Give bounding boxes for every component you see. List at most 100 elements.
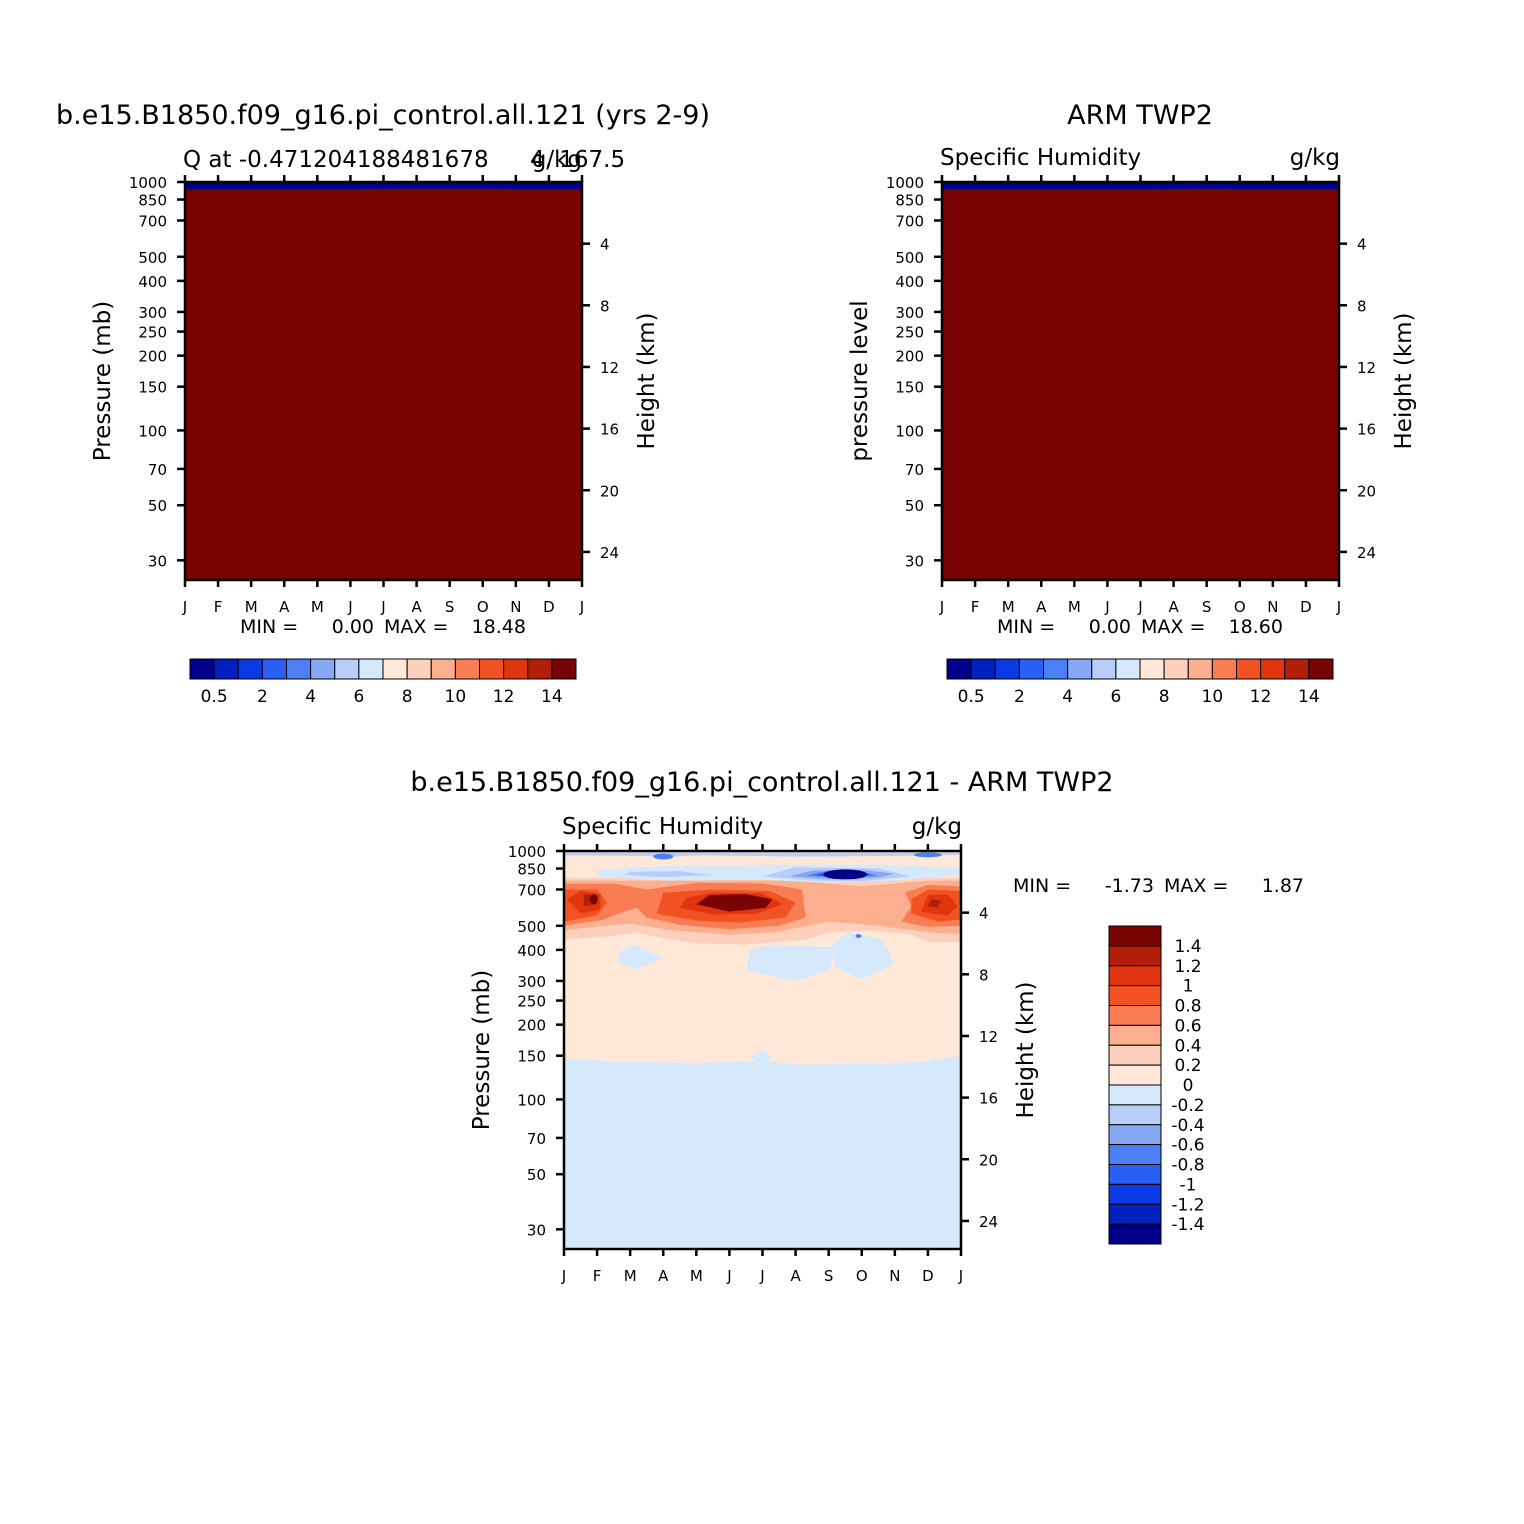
y2-tick-label: 12 [1357,359,1376,377]
y2-tick-label: 20 [600,482,619,500]
min-label: MIN = [997,616,1055,638]
colorbar-swatch [1108,1005,1162,1026]
y-tick-label: 250 [517,993,546,1011]
y2-tick-label: 20 [1357,482,1376,500]
colorbar-swatch [1163,658,1189,680]
colorbar-swatch [1284,658,1310,680]
colorbar: 0.5 2 4 6 8 10 12 14 [946,658,1334,707]
colorbar-swatch [1108,1164,1162,1185]
x-tick-label: N [889,1267,900,1285]
y-tick-label: 500 [895,249,924,267]
y2-tick-label: 16 [979,1090,998,1108]
y2-tick-label: 24 [979,1213,998,1231]
colorbar-swatch [1139,658,1165,680]
max-value: 1.87 [1262,875,1304,897]
contour-field [185,182,582,580]
colorbar-label: 6 [353,687,364,707]
axes: J F M A M J J A S O N D J 30 50 70 100 150 200 250 300 400 500… [508,843,998,1285]
colorbar-swatch [503,658,529,680]
min-label: MIN = [1013,875,1071,897]
y-tick-label: 150 [138,379,167,397]
diff-region-neg [823,869,868,880]
x-tick-label: M [245,598,258,616]
stats-line: MIN = 0.00 MAX = 18.48 [240,616,526,638]
y-tick-label: 700 [895,212,924,230]
colorbar-swatch [970,658,996,680]
colorbar-label: -0.6 [1171,1136,1204,1156]
min-value: 0.00 [1089,616,1131,638]
x-tick-label: J [1137,598,1142,616]
colorbar-swatch [1108,1064,1162,1086]
x-tick-label: M [1068,598,1081,616]
colorbar-label: 12 [1250,687,1272,707]
y2-tick-label: 12 [979,1028,998,1046]
diff-region-pos [927,899,942,908]
chart-title: ARM TWP2 [1067,100,1213,131]
y-tick-label: 850 [138,192,167,210]
y-tick-label: 70 [905,461,924,479]
y-axis-label: Pressure (mb) [469,970,495,1130]
obs-panel: ARM TWP2 Specific Humidity g/kg J F M A M J J A… [847,100,1417,707]
colorbar-swatch [261,658,287,680]
x-tick-label: M [1002,598,1015,616]
y-tick-label: 1000 [129,174,167,192]
y-tick-label: 500 [517,918,546,936]
y-axis-label: pressure level [847,300,873,461]
y-tick-label: 400 [895,273,924,291]
chart-subtitle-right: g/kg [532,147,582,173]
y-tick-label: 300 [138,304,167,322]
x-tick-label: A [411,598,422,616]
difference-panel: b.e15.B1850.f09_g16.pi_control.all.121 -… [410,767,1304,1285]
x-tick-label: J [380,598,385,616]
colorbar-swatch [358,658,384,680]
y-tick-label: 100 [138,422,167,440]
colorbar: 1.41.210.80.60.40.20-0.2-0.4-0.6-0.8-1-1… [1108,925,1205,1245]
x-tick-label: A [790,1267,801,1285]
y2-tick-label: 4 [979,905,989,923]
y-tick-label: 200 [895,348,924,366]
diff-region-pos [696,894,773,912]
y2-axis-label: Height (km) [634,312,660,449]
y-tick-label: 400 [517,942,546,960]
diff-region-neg [855,933,862,938]
y-tick-label: 70 [148,461,167,479]
min-label: MIN = [240,616,298,638]
stats-line: MIN = 0.00 MAX = 18.60 [997,616,1283,638]
contour-field [564,851,961,1249]
y2-axis-label: Height (km) [1391,312,1417,449]
colorbar-swatch [334,658,360,680]
colorbar-swatch [1018,658,1044,680]
y-tick-label: 150 [517,1048,546,1066]
colorbar-label: 2 [257,687,268,707]
colorbar-swatch [1108,945,1162,967]
colorbar-label: 1.4 [1174,937,1201,957]
colorbar-swatch [1091,658,1117,680]
max-value: 18.48 [472,616,526,638]
x-tick-label: A [1168,598,1179,616]
chart-subtitle-right: g/kg [1290,145,1340,171]
y2-tick-label: 8 [979,966,989,984]
x-tick-label: J [958,1267,963,1285]
colorbar-label: 0.5 [201,687,228,707]
y-tick-label: 30 [148,552,167,570]
x-tick-label: O [1234,598,1246,616]
x-tick-label: F [214,598,223,616]
x-tick-label: F [593,1267,602,1285]
colorbar-swatch [1108,1203,1162,1225]
y-tick-label: 850 [895,192,924,210]
x-tick-label: M [690,1267,703,1285]
y-axis-label: Pressure (mb) [90,301,116,461]
colorbar-label: -0.4 [1171,1116,1204,1136]
colorbar-label: 4 [1062,687,1073,707]
y-tick-label: 1000 [508,843,546,861]
diff-region-neg [616,944,664,969]
colorbar-label: 6 [1110,687,1121,707]
y-tick-label: 100 [517,1091,546,1109]
colorbar-label: 1 [1183,977,1194,997]
colorbar-label: 10 [1202,687,1224,707]
humidity-band [942,188,1339,580]
y2-tick-label: 24 [600,544,619,562]
diff-region-neg [832,932,895,980]
y-tick-label: 250 [895,324,924,342]
colorbar-label: 0 [1183,1076,1194,1096]
